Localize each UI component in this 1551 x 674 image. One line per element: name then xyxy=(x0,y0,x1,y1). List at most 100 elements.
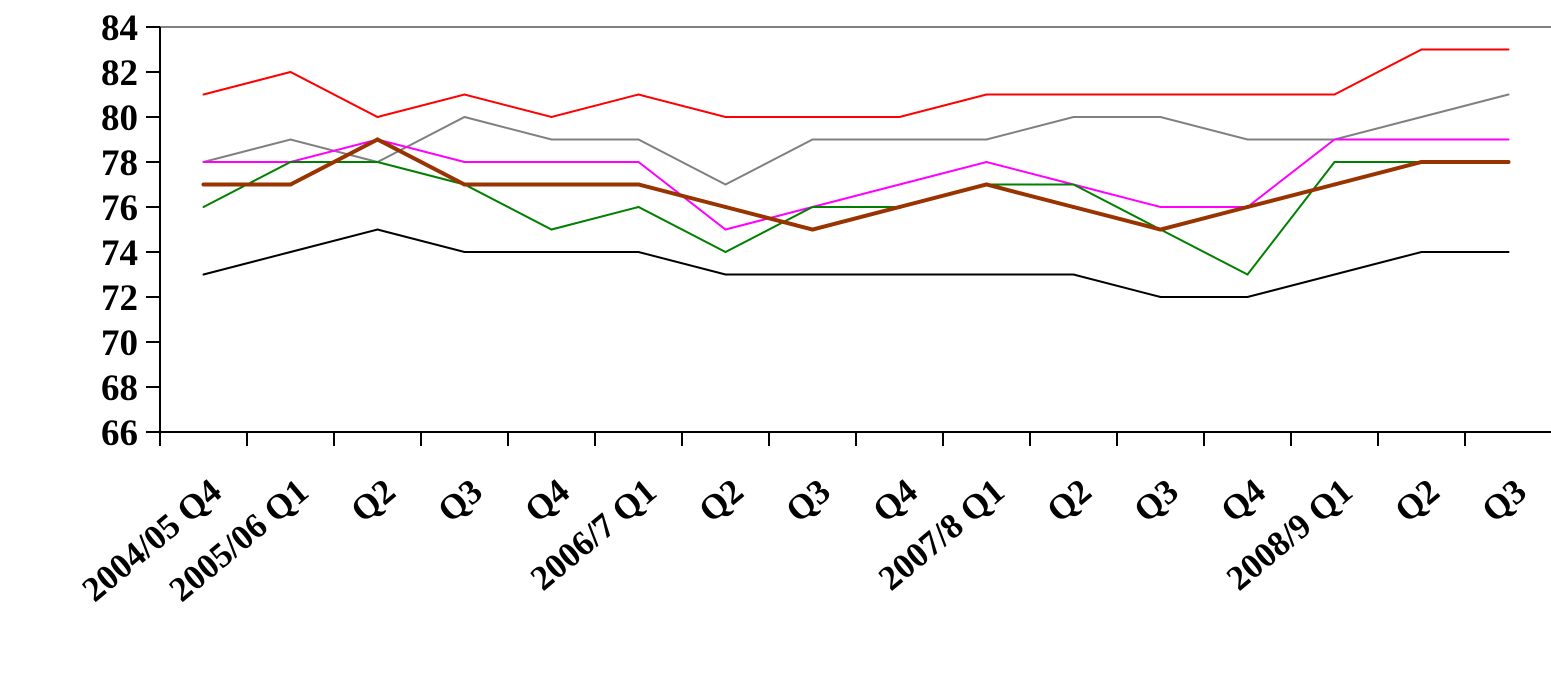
data-point xyxy=(550,251,553,253)
data-point xyxy=(1072,183,1075,186)
data-point xyxy=(289,161,292,163)
data-point xyxy=(636,182,641,187)
series-0 xyxy=(202,48,1510,119)
data-point xyxy=(550,161,553,163)
y-tick-label: 82 xyxy=(101,53,138,94)
data-point xyxy=(289,71,292,73)
data-point xyxy=(985,161,988,163)
data-point xyxy=(724,273,727,276)
data-point xyxy=(985,138,988,141)
data-point xyxy=(724,116,727,118)
data-point xyxy=(637,93,640,96)
data-point xyxy=(463,251,466,253)
series-line xyxy=(203,161,1509,276)
data-point xyxy=(1072,273,1075,276)
y-tick-label: 66 xyxy=(101,413,138,454)
series-1 xyxy=(202,93,1510,186)
series-layer xyxy=(201,48,1511,298)
data-point xyxy=(1507,251,1510,253)
data-point xyxy=(376,161,379,163)
x-tick-label: Q3 xyxy=(1474,471,1533,530)
data-point xyxy=(202,206,205,208)
series-line xyxy=(203,138,1509,231)
data-point xyxy=(375,137,380,142)
data-point xyxy=(1507,93,1510,96)
data-point xyxy=(724,228,727,231)
data-point xyxy=(1420,116,1423,118)
data-point xyxy=(288,182,293,187)
x-tick-label: Q4 xyxy=(517,471,576,530)
data-point xyxy=(1246,296,1249,298)
y-tick-label: 84 xyxy=(101,8,138,49)
y-tick-label: 72 xyxy=(101,278,138,319)
data-point xyxy=(1072,116,1075,118)
series-line xyxy=(203,228,1509,298)
data-point xyxy=(985,273,988,276)
data-point xyxy=(1246,138,1249,141)
x-tick-label: Q4 xyxy=(1213,471,1272,530)
data-point xyxy=(811,206,814,208)
data-point xyxy=(1159,296,1162,298)
data-point xyxy=(550,116,553,118)
x-tick-label: Q4 xyxy=(865,471,924,530)
data-point xyxy=(549,182,554,187)
series-4 xyxy=(202,228,1510,298)
y-tick-label: 78 xyxy=(101,143,138,184)
data-point xyxy=(202,161,205,163)
data-point xyxy=(897,205,902,209)
data-point xyxy=(1245,205,1250,209)
data-point xyxy=(898,116,901,118)
data-point xyxy=(289,251,292,253)
x-tick-label: Q2 xyxy=(1039,471,1098,530)
data-point xyxy=(1420,48,1423,51)
data-point xyxy=(463,116,466,118)
data-point xyxy=(1071,205,1076,209)
data-point xyxy=(463,93,466,96)
y-tick-label: 74 xyxy=(101,233,138,274)
data-point xyxy=(1507,138,1510,141)
data-point xyxy=(1420,251,1423,253)
data-point xyxy=(1420,138,1423,141)
y-tick-label: 76 xyxy=(101,188,138,229)
data-point xyxy=(1332,182,1337,187)
data-point xyxy=(898,138,901,141)
data-point xyxy=(1159,116,1162,118)
data-point xyxy=(202,93,205,96)
data-point xyxy=(637,251,640,253)
data-point xyxy=(289,138,292,141)
data-point xyxy=(1333,161,1336,163)
data-point xyxy=(637,138,640,141)
data-point xyxy=(1246,93,1249,96)
series-line xyxy=(203,93,1509,186)
data-point xyxy=(550,228,553,231)
y-tick-label: 70 xyxy=(101,323,138,364)
data-point xyxy=(898,183,901,186)
data-point xyxy=(637,161,640,163)
data-point xyxy=(898,273,901,276)
data-point xyxy=(462,182,467,187)
data-point xyxy=(463,161,466,163)
x-tick-label: Q3 xyxy=(1126,471,1185,530)
data-point xyxy=(637,206,640,208)
x-tick-label: Q2 xyxy=(1387,471,1446,530)
data-point xyxy=(1506,160,1511,164)
data-point xyxy=(723,205,728,209)
data-point xyxy=(550,138,553,141)
data-point xyxy=(376,228,379,231)
x-tick-label: Q2 xyxy=(691,471,750,530)
data-point xyxy=(1072,93,1075,96)
data-point xyxy=(811,116,814,118)
data-point xyxy=(1333,273,1336,276)
x-tick-label: Q2 xyxy=(343,471,402,530)
series-line xyxy=(203,137,1509,232)
data-point xyxy=(1158,227,1163,232)
x-tick-label: Q3 xyxy=(430,471,489,530)
data-point xyxy=(985,93,988,96)
data-point xyxy=(811,138,814,141)
data-point xyxy=(1333,138,1336,141)
data-point xyxy=(811,273,814,276)
data-point xyxy=(1333,93,1336,96)
data-point xyxy=(810,227,815,232)
